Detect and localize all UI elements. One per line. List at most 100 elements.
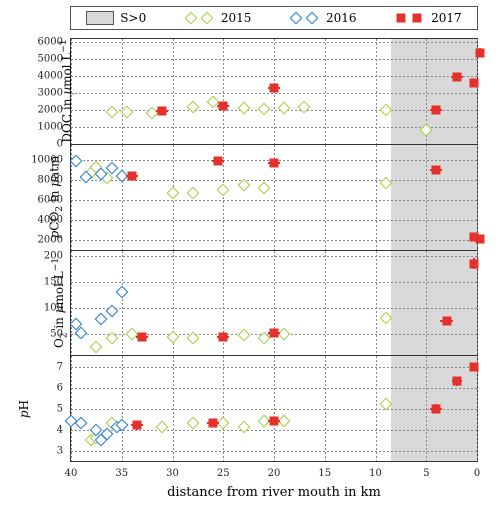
x-axis-label: distance from river mouth in km [70,485,478,500]
data-point [209,419,218,428]
legend-2017: 2017 [395,11,462,25]
ylabel-ph: pH [17,400,31,418]
data-point [270,83,279,92]
data-point [115,286,128,299]
plot-area-o2: 50100150200 [71,251,477,356]
data-point [237,421,250,434]
ytick: 5 [57,403,63,414]
xtick: 40 [65,468,78,479]
ytick: 50 [50,329,63,340]
ytick: 200 [44,250,63,261]
data-point [469,259,478,268]
plot-area-doc: 0100020003000400050006000 [71,39,477,144]
legend-2016-label: 2016 [326,11,357,25]
ytick: 2000 [38,234,63,245]
legend-2016-marker [290,11,320,25]
data-point [166,331,179,344]
data-point [219,332,228,341]
data-point [469,362,478,371]
legend-2015: 2015 [185,11,252,25]
ytick: 4000 [38,71,63,82]
panel-stack: DOC in µmol L−10100020003000400050006000… [70,38,478,462]
ytick: 0 [57,138,63,149]
legend-shade-label: S>0 [120,11,146,25]
shade-region [391,251,477,356]
xtick: 35 [115,468,128,479]
data-point [217,183,230,196]
data-point [126,328,139,341]
data-point [432,165,441,174]
ytick: 2000 [38,104,63,115]
data-point [186,186,199,199]
data-point [442,317,451,326]
legend-2015-label: 2015 [221,11,252,25]
data-point [127,171,136,180]
panel-ph: pH345670510152025303540 [70,355,478,462]
ytick: 6000 [38,194,63,205]
legend: S>0 2015 2016 2017 [70,6,478,30]
data-point [138,332,147,341]
ytick: 150 [44,276,63,287]
data-point [432,404,441,413]
data-point [237,329,250,342]
data-point [257,181,270,194]
panel-o2: O2 in µmol L−150100150200 [70,250,478,356]
ytick: 100 [44,303,63,314]
ytick: 6000 [38,37,63,48]
ytick: 6 [57,382,63,393]
ytick: 4 [57,424,63,435]
data-point [95,312,108,325]
data-point [156,421,169,434]
data-point [278,102,291,115]
data-point [476,48,485,57]
legend-2017-marker [395,11,425,25]
data-point [105,105,118,118]
ytick: 3000 [38,88,63,99]
data-point [207,96,220,109]
xtick: 20 [268,468,281,479]
data-point [469,78,478,87]
data-point [452,73,461,82]
data-point [270,328,279,337]
ytick: 7 [57,361,63,372]
data-point [214,156,223,165]
data-point [257,103,270,116]
data-point [270,417,279,426]
legend-2017-label: 2017 [431,11,462,25]
plot-area-ph: 345670510152025303540 [71,356,477,461]
data-point [166,186,179,199]
ytick: 1000 [38,121,63,132]
xtick: 25 [217,468,230,479]
xtick: 15 [318,468,331,479]
data-point [75,417,88,430]
data-point [158,106,167,115]
data-point [452,377,461,386]
shade-region [391,39,477,144]
legend-2016: 2016 [290,11,357,25]
data-point [278,328,291,341]
ytick: 10000 [31,154,63,165]
panel-doc: DOC in µmol L−10100020003000400050006000 [70,38,478,144]
xtick: 10 [369,468,382,479]
data-point [270,158,279,167]
data-point [298,101,311,114]
data-point [132,421,141,430]
xtick: 5 [423,468,429,479]
data-point [237,102,250,115]
ytick: 4000 [38,214,63,225]
plot-area-pco2: 200040006000800010000 [71,145,477,250]
legend-shade: S>0 [86,11,146,25]
data-point [219,101,228,110]
data-point [105,304,118,317]
legend-shade-swatch [86,11,114,25]
xtick: 0 [474,468,480,479]
xtick: 30 [166,468,179,479]
data-point [432,105,441,114]
panel-pco2: pCO2 in µatm200040006000800010000 [70,144,478,250]
data-point [476,234,485,243]
data-point [186,100,199,113]
data-point [90,341,103,354]
ytick: 8000 [38,174,63,185]
ytick: 5000 [38,54,63,65]
figure: S>0 2015 2016 2017 DOC in µmol L−1010002… [0,0,500,512]
